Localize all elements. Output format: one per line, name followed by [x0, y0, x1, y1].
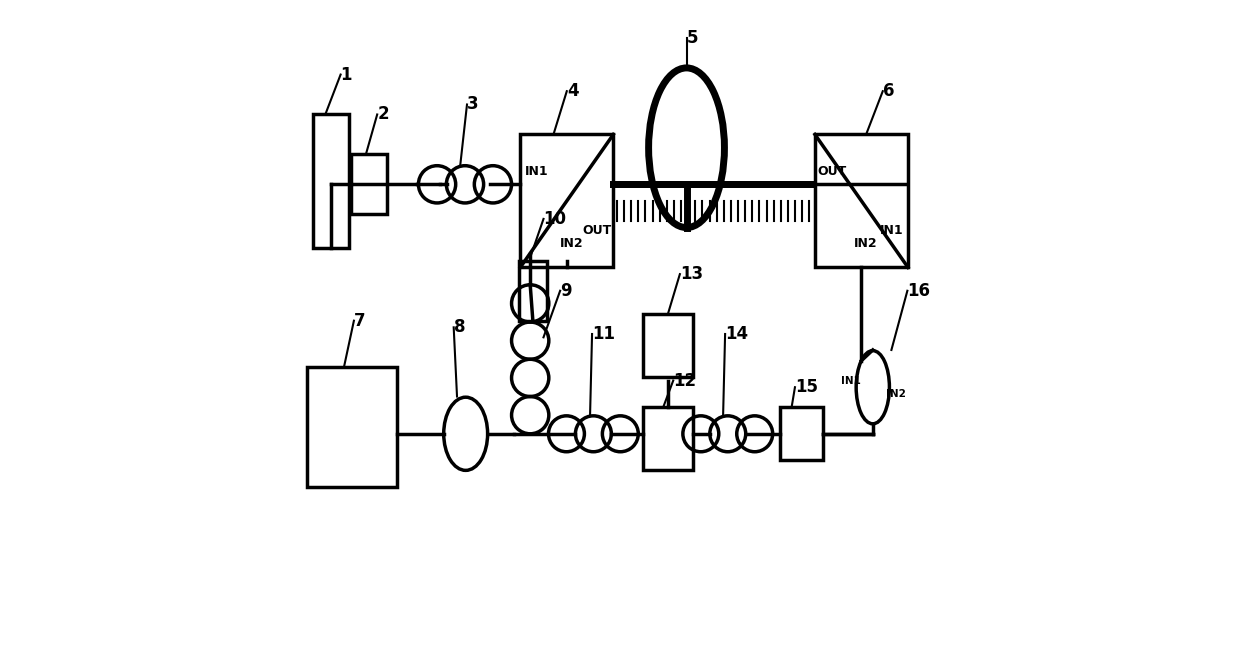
Bar — [518, 261, 547, 321]
Bar — [521, 134, 614, 267]
Text: 11: 11 — [591, 325, 615, 343]
Bar — [308, 367, 397, 487]
Text: 1: 1 — [341, 65, 352, 84]
Text: 5: 5 — [687, 29, 698, 47]
Bar — [312, 114, 350, 248]
Text: IN2: IN2 — [887, 389, 906, 399]
Bar — [780, 407, 823, 460]
Text: IN2: IN2 — [854, 237, 878, 250]
Text: IN1: IN1 — [879, 224, 903, 236]
Text: OUT: OUT — [582, 224, 611, 236]
Text: 7: 7 — [353, 312, 366, 330]
Text: IN1: IN1 — [841, 375, 861, 385]
Bar — [644, 314, 693, 377]
Text: 10: 10 — [543, 210, 567, 228]
Text: 3: 3 — [467, 96, 479, 114]
Text: 9: 9 — [560, 282, 572, 300]
Text: 2: 2 — [377, 106, 389, 124]
Bar — [815, 134, 908, 267]
Text: 12: 12 — [673, 371, 697, 389]
Text: 16: 16 — [908, 282, 930, 300]
Bar — [644, 407, 693, 470]
Text: 6: 6 — [883, 82, 894, 100]
Text: 8: 8 — [454, 319, 465, 337]
Text: 4: 4 — [567, 82, 578, 100]
Bar — [351, 154, 387, 214]
Text: 14: 14 — [725, 325, 748, 343]
Text: 15: 15 — [795, 378, 818, 396]
Text: 13: 13 — [680, 265, 703, 283]
Text: IN2: IN2 — [559, 237, 583, 250]
Text: IN1: IN1 — [526, 165, 549, 178]
Text: OUT: OUT — [817, 165, 846, 178]
